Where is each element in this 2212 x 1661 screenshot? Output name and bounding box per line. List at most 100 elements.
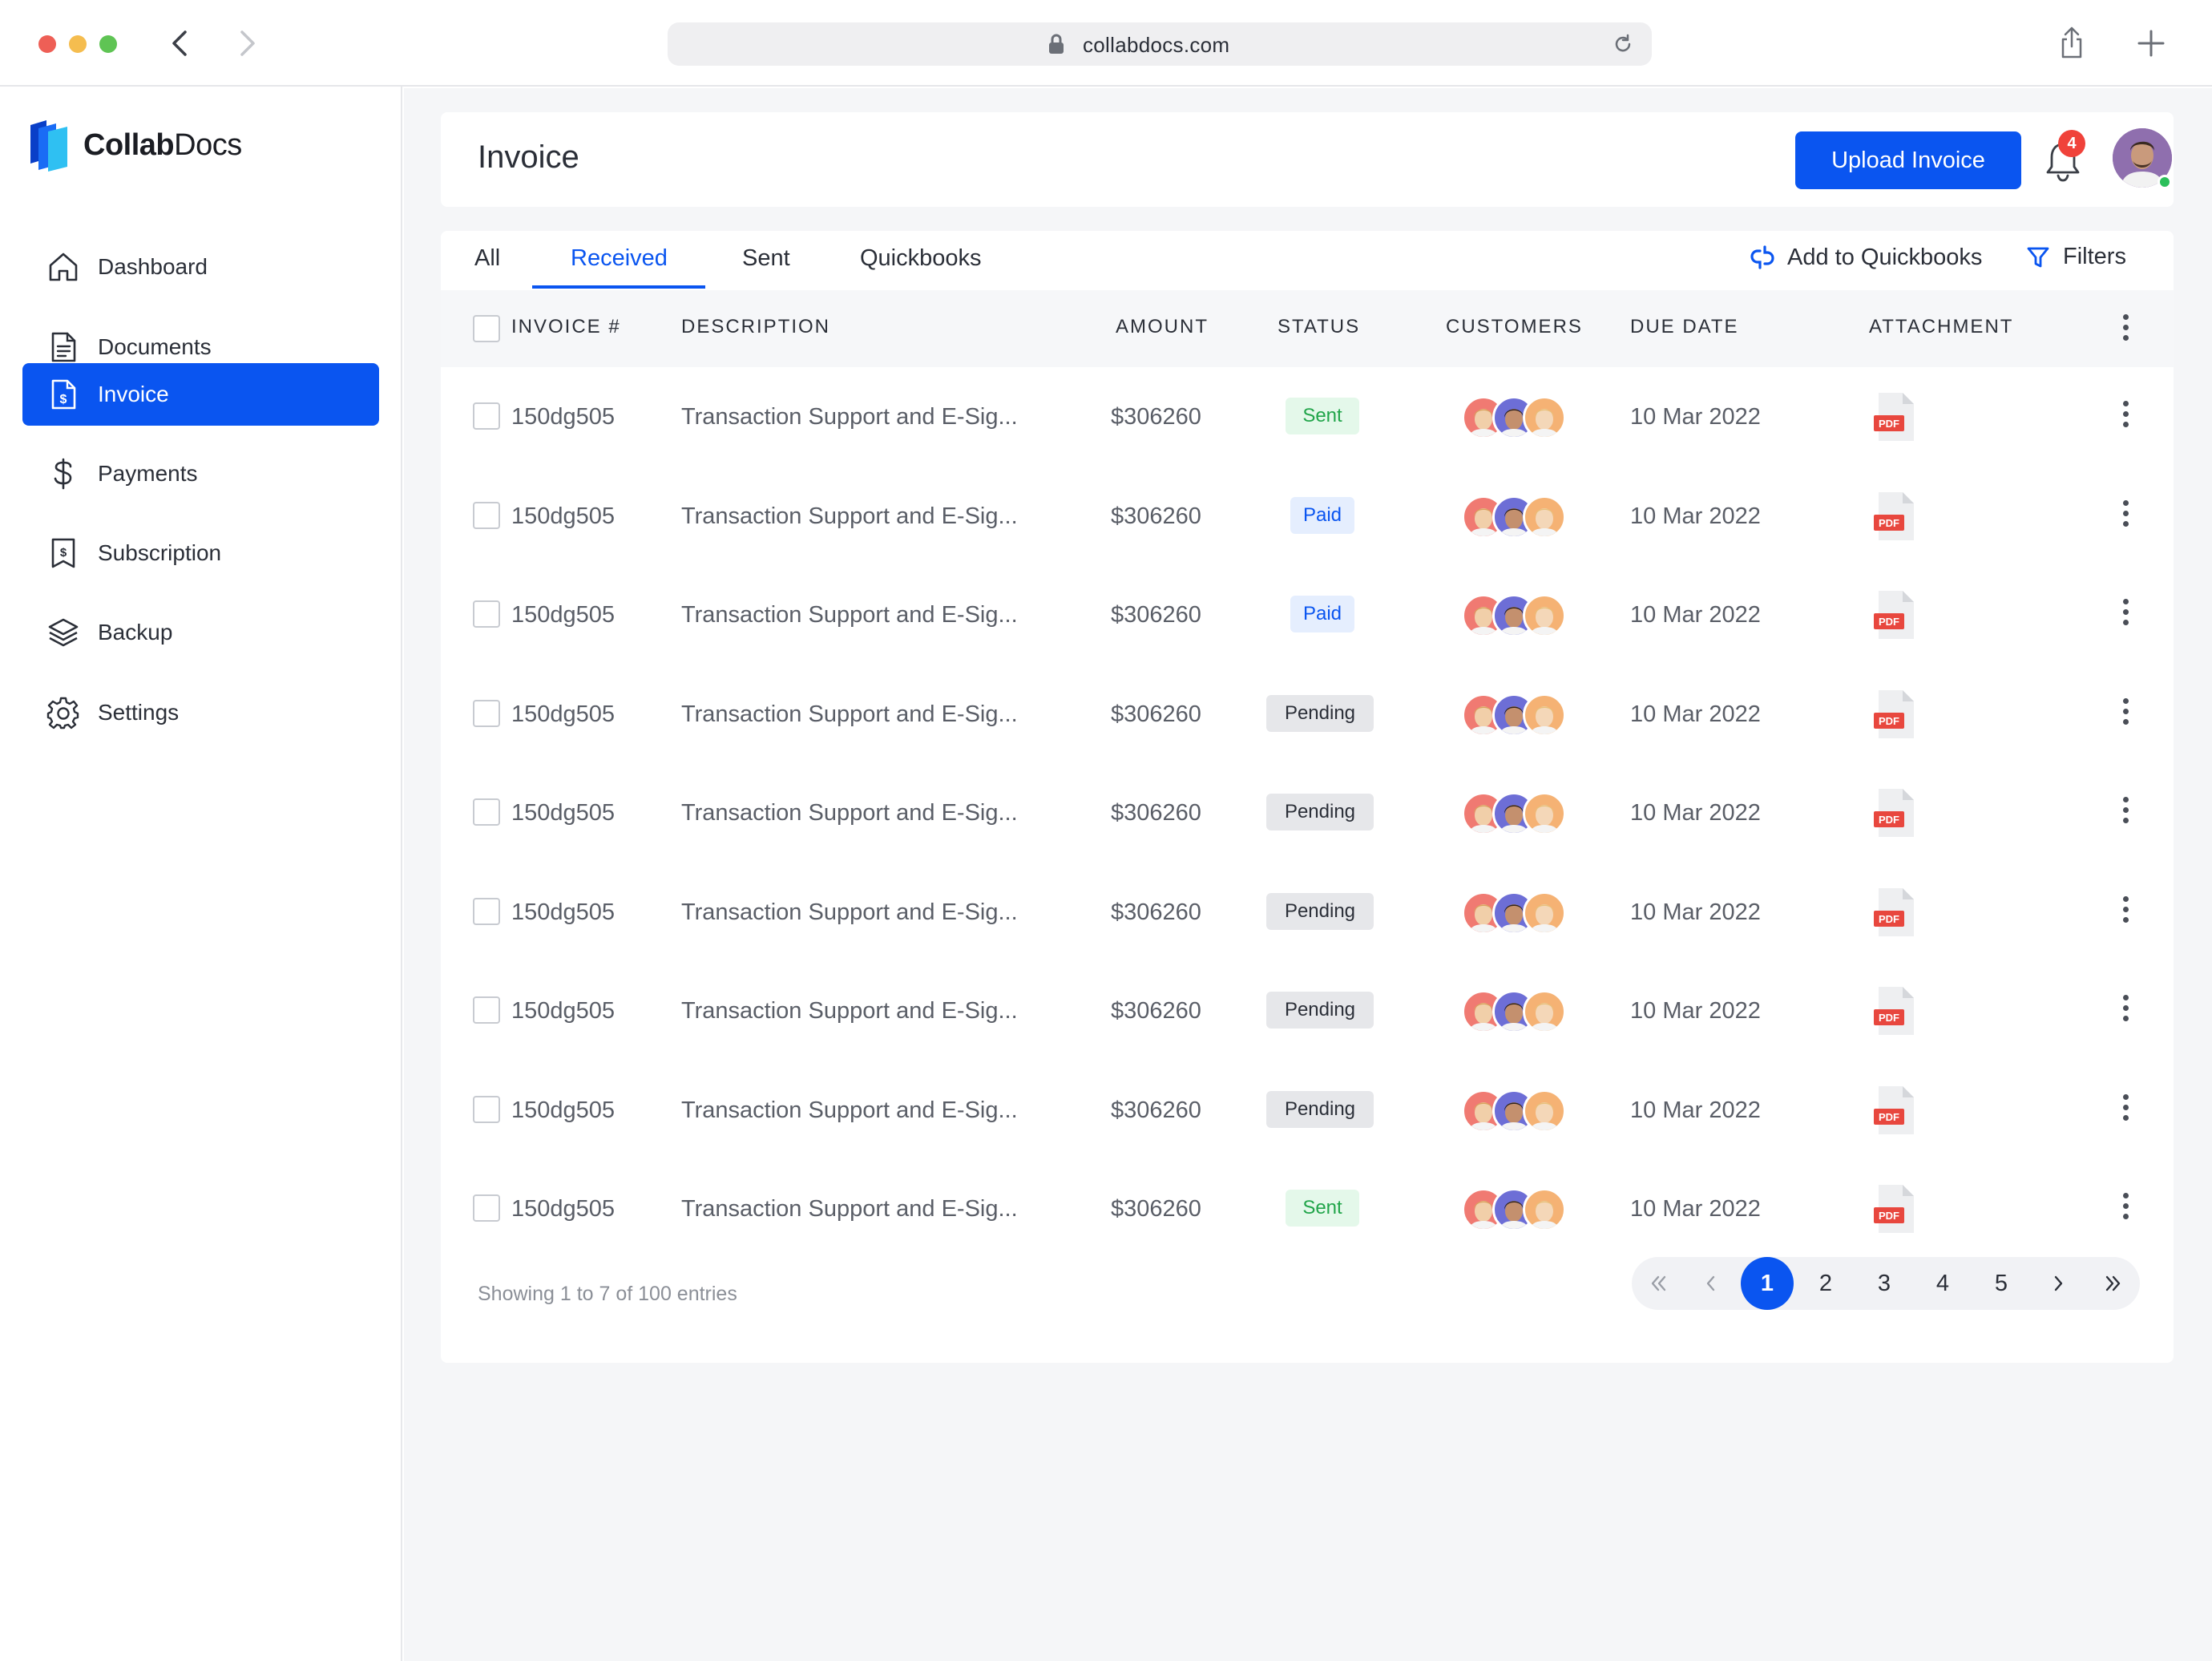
- customer-avatars[interactable]: [1462, 396, 1574, 439]
- column-header-status[interactable]: STATUS: [1278, 316, 1361, 337]
- row-options-icon[interactable]: [2121, 401, 2130, 433]
- pdf-file-icon[interactable]: PDF: [1874, 787, 1917, 839]
- row-checkbox[interactable]: [473, 402, 500, 430]
- table-row[interactable]: 150dg505 Transaction Support and E-Sig...…: [441, 367, 2174, 466]
- column-header-due-date[interactable]: DUE DATE: [1630, 316, 1739, 337]
- invoice-number: 150dg505: [511, 800, 616, 826]
- table-row[interactable]: 150dg505 Transaction Support and E-Sig...…: [441, 467, 2174, 565]
- status-badge: Pending: [1266, 794, 1374, 830]
- sidebar-item-invoice[interactable]: $ Invoice: [22, 363, 379, 426]
- due-date: 10 Mar 2022: [1630, 404, 1761, 430]
- app-logo[interactable]: CollabDocs: [27, 117, 242, 173]
- page-1-button[interactable]: 1: [1741, 1257, 1794, 1310]
- invoice-description: Transaction Support and E-Sig...: [681, 1196, 1018, 1222]
- first-page-button[interactable]: [1632, 1257, 1685, 1310]
- new-tab-icon[interactable]: [2137, 29, 2166, 58]
- sidebar-item-label: Dashboard: [98, 254, 208, 279]
- pdf-label: PDF: [1879, 517, 1899, 529]
- page-4-button[interactable]: 4: [1936, 1271, 1950, 1296]
- customer-avatar: [1523, 495, 1566, 539]
- row-options-icon[interactable]: [2121, 1093, 2130, 1126]
- table-row[interactable]: 150dg505 Transaction Support and E-Sig...…: [441, 1159, 2174, 1258]
- table-row[interactable]: 150dg505 Transaction Support and E-Sig...…: [441, 763, 2174, 862]
- filters-button[interactable]: Filters: [2026, 244, 2126, 270]
- tab-received[interactable]: Received: [571, 245, 668, 271]
- table-row[interactable]: 150dg505 Transaction Support and E-Sig...…: [441, 565, 2174, 664]
- pdf-file-icon[interactable]: PDF: [1874, 689, 1917, 740]
- sidebar-item-documents[interactable]: Documents: [22, 316, 379, 378]
- table-row[interactable]: 150dg505 Transaction Support and E-Sig...…: [441, 1061, 2174, 1159]
- tab-quickbooks[interactable]: Quickbooks: [860, 245, 982, 271]
- row-options-icon[interactable]: [2121, 995, 2130, 1027]
- status-badge: Pending: [1266, 892, 1374, 930]
- customer-avatars[interactable]: [1462, 990, 1574, 1033]
- column-header-attachment[interactable]: ATTACHMENT: [1869, 316, 2014, 337]
- invoice-amount: $306260: [1111, 503, 1201, 529]
- forward-arrow-icon[interactable]: [231, 27, 263, 59]
- page-2-button[interactable]: 2: [1818, 1271, 1833, 1296]
- table-row[interactable]: 150dg505 Transaction Support and E-Sig...…: [441, 863, 2174, 961]
- row-checkbox[interactable]: [473, 897, 500, 925]
- customer-avatars[interactable]: [1462, 594, 1574, 637]
- customer-avatars[interactable]: [1462, 1188, 1574, 1231]
- window-zoom-button[interactable]: [99, 35, 117, 53]
- row-checkbox[interactable]: [473, 600, 500, 628]
- row-checkbox[interactable]: [473, 501, 500, 529]
- customer-avatars[interactable]: [1462, 792, 1574, 835]
- pdf-label: PDF: [1879, 1111, 1899, 1123]
- reload-icon[interactable]: [1612, 33, 1634, 55]
- row-checkbox[interactable]: [473, 1095, 500, 1123]
- add-to-quickbooks-button[interactable]: Add to Quickbooks: [1749, 244, 1982, 271]
- sidebar-item-dashboard[interactable]: Dashboard: [22, 236, 379, 298]
- tab-all[interactable]: All: [474, 245, 501, 271]
- sidebar-item-settings[interactable]: Settings: [22, 681, 379, 744]
- pdf-file-icon[interactable]: PDF: [1874, 589, 1917, 641]
- select-all-checkbox[interactable]: [473, 315, 500, 342]
- window-close-button[interactable]: [38, 35, 56, 53]
- svg-text:$: $: [60, 546, 67, 560]
- sidebar-item-backup[interactable]: Backup: [22, 601, 379, 664]
- column-options-icon[interactable]: [2121, 314, 2130, 346]
- row-options-icon[interactable]: [2121, 895, 2130, 928]
- page-5-button[interactable]: 5: [1994, 1271, 2008, 1296]
- customer-avatars[interactable]: [1462, 495, 1574, 539]
- page-3-button[interactable]: 3: [1877, 1271, 1891, 1296]
- row-options-icon[interactable]: [2121, 1193, 2130, 1225]
- pdf-file-icon[interactable]: PDF: [1874, 1183, 1917, 1235]
- sidebar-item-payments[interactable]: Payments: [22, 443, 379, 505]
- pdf-file-icon[interactable]: PDF: [1874, 1085, 1917, 1136]
- share-icon[interactable]: [2058, 26, 2085, 59]
- sidebar-item-subscription[interactable]: $ Subscription: [22, 522, 379, 584]
- last-page-button[interactable]: [2087, 1257, 2140, 1310]
- column-header-invoice[interactable]: INVOICE #: [511, 316, 621, 337]
- row-options-icon[interactable]: [2121, 797, 2130, 829]
- row-checkbox[interactable]: [473, 699, 500, 727]
- column-header-description[interactable]: DESCRIPTION: [681, 316, 831, 337]
- table-row[interactable]: 150dg505 Transaction Support and E-Sig...…: [441, 961, 2174, 1060]
- window-minimize-button[interactable]: [69, 35, 87, 53]
- pdf-file-icon[interactable]: PDF: [1874, 985, 1917, 1037]
- table-row[interactable]: 150dg505 Transaction Support and E-Sig...…: [441, 665, 2174, 763]
- row-options-icon[interactable]: [2121, 697, 2130, 730]
- customer-avatars[interactable]: [1462, 891, 1574, 935]
- customer-avatars[interactable]: [1462, 693, 1574, 737]
- sidebar-item-label: Documents: [98, 334, 212, 359]
- row-checkbox[interactable]: [473, 798, 500, 826]
- next-page-button[interactable]: [2032, 1257, 2085, 1310]
- pdf-file-icon[interactable]: PDF: [1874, 391, 1917, 443]
- previous-page-button[interactable]: [1685, 1257, 1738, 1310]
- tab-sent[interactable]: Sent: [742, 245, 790, 271]
- back-arrow-icon[interactable]: [164, 27, 196, 59]
- customer-avatars[interactable]: [1462, 1089, 1574, 1133]
- row-checkbox[interactable]: [473, 1194, 500, 1222]
- pdf-file-icon[interactable]: PDF: [1874, 887, 1917, 938]
- column-header-customers[interactable]: CUSTOMERS: [1446, 316, 1583, 337]
- address-bar[interactable]: collabdocs.com: [668, 22, 1652, 66]
- row-checkbox[interactable]: [473, 996, 500, 1024]
- row-options-icon[interactable]: [2121, 599, 2130, 631]
- row-options-icon[interactable]: [2121, 499, 2130, 532]
- due-date: 10 Mar 2022: [1630, 503, 1761, 529]
- column-header-amount[interactable]: AMOUNT: [1116, 316, 1209, 337]
- upload-invoice-button[interactable]: Upload Invoice: [1795, 131, 2021, 189]
- pdf-file-icon[interactable]: PDF: [1874, 491, 1917, 542]
